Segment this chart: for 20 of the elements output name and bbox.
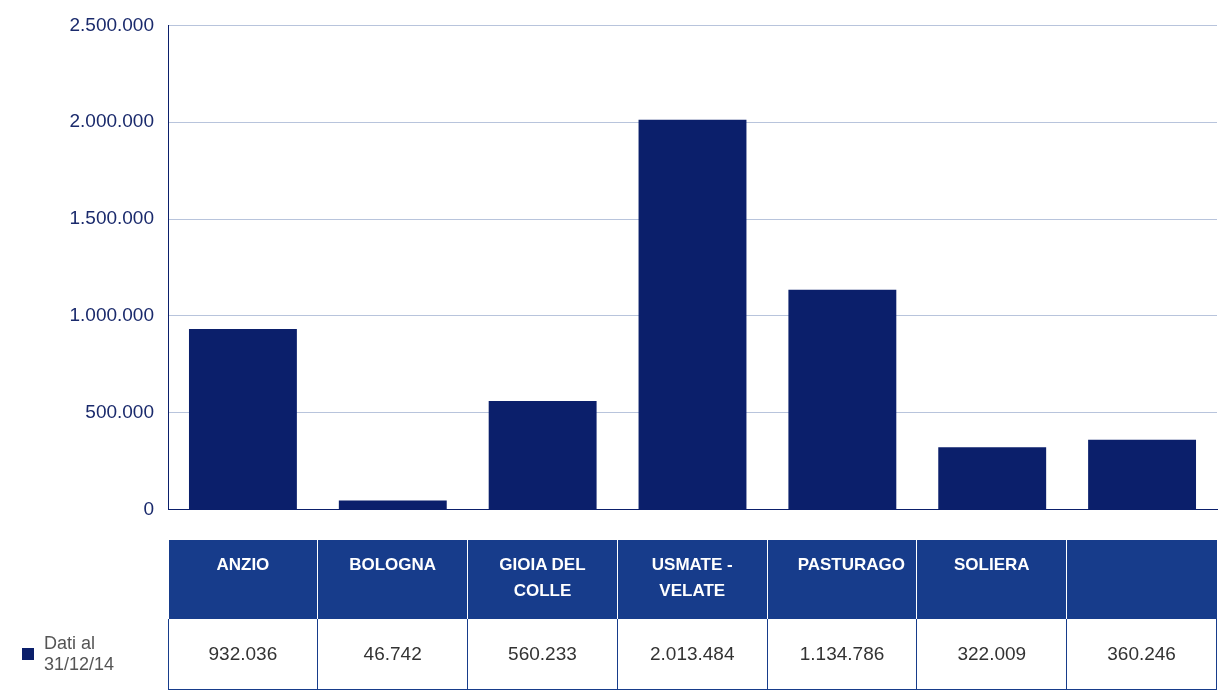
data-label: 46.742 xyxy=(317,618,468,690)
data-label: 1.134.786 xyxy=(767,618,917,690)
y-tick-label: 0 xyxy=(143,497,154,519)
x-tick-label: PASTURAGO xyxy=(767,540,917,619)
data-label: 322.009 xyxy=(916,618,1067,690)
data-label: 360.246 xyxy=(1066,618,1217,690)
x-tick-label: BOLOGNA xyxy=(317,540,468,619)
x-tick-label: SOLIERA xyxy=(916,540,1067,619)
data-label: 2.013.484 xyxy=(617,618,768,690)
y-tick-label: 500.000 xyxy=(85,400,154,422)
x-tick-label: GIOIA DEL COLLE xyxy=(467,540,618,619)
y-tick-label: 2.500.000 xyxy=(69,13,154,35)
data-label: 560.233 xyxy=(467,618,618,690)
x-tick-label: USMATE - VELATE xyxy=(617,540,768,619)
y-tick-label: 2.000.000 xyxy=(69,110,154,132)
legend-label: Dati al 31/12/14 xyxy=(44,633,116,675)
y-tick-label: 1.000.000 xyxy=(69,304,154,326)
x-tick-label: ANZIO xyxy=(168,540,318,619)
y-tick-label: 1.500.000 xyxy=(69,207,154,229)
data-label: 932.036 xyxy=(168,618,318,690)
